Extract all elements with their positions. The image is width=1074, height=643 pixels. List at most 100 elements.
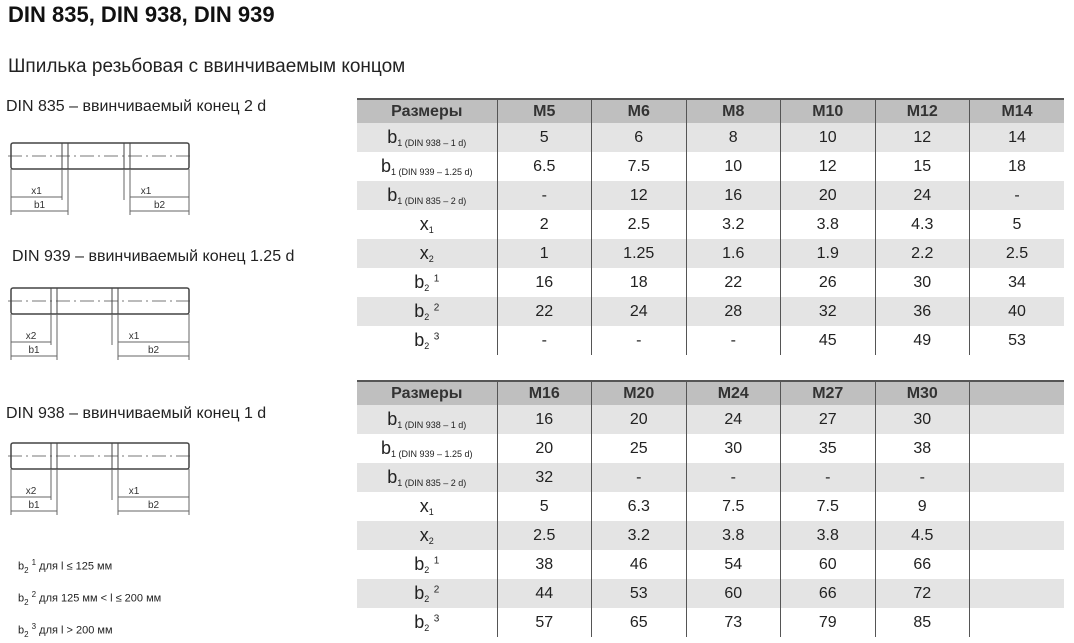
table-row: b2 1 16 18 22 26 30 34 xyxy=(357,268,1064,297)
table-cell: 14 xyxy=(969,123,1064,152)
table-cell: - xyxy=(591,463,686,492)
table-cell: 18 xyxy=(591,268,686,297)
stud-drawing: x2 x1 b1 b2 xyxy=(8,442,194,515)
table-cell: 12 xyxy=(874,123,970,152)
table-row: b1 (DIN 938 – 1 d) 16 20 24 27 30 xyxy=(357,405,1064,434)
table-row: b2 3 57 65 73 79 85 xyxy=(357,608,1064,637)
row-label: b2 3 xyxy=(414,330,440,351)
table-cell xyxy=(969,405,1064,434)
header-cell: M10 xyxy=(780,98,875,123)
diagram-label: DIN 835 – ввинчиваемый конец 2 d xyxy=(6,98,267,115)
dim-label: x2 xyxy=(26,331,37,342)
header-cell: M5 xyxy=(496,98,592,123)
row-label: x2 xyxy=(357,521,497,550)
table-row: b2 1 38 46 54 60 66 xyxy=(357,550,1064,579)
dim-label: b2 xyxy=(148,345,160,356)
row-label: b2 2 xyxy=(357,297,497,326)
table-cell: 60 xyxy=(685,579,781,608)
table-cell: 2.2 xyxy=(874,239,970,268)
table-cell: 1 xyxy=(496,239,592,268)
table-cell: 79 xyxy=(780,608,875,637)
table-cell: 2.5 xyxy=(496,521,592,550)
table-cell: 20 xyxy=(496,434,592,463)
row-label: b2 1 xyxy=(414,272,440,293)
table-cell: 60 xyxy=(780,550,875,579)
row-label: b1 (DIN 835 – 2 d) xyxy=(357,463,497,492)
header-cell: M20 xyxy=(591,380,686,405)
table-cell: 32 xyxy=(780,297,875,326)
table-cell: - xyxy=(496,326,592,355)
table-cell: 73 xyxy=(685,608,781,637)
dim-label: x1 xyxy=(129,331,140,342)
dim-label: b1 xyxy=(34,200,46,211)
row-label: x1 xyxy=(419,214,434,235)
table-cell: 12 xyxy=(591,181,686,210)
header-cell xyxy=(969,380,1064,405)
table-cell: 45 xyxy=(780,326,875,355)
table-cell: 28 xyxy=(685,297,781,326)
table-cell: 44 xyxy=(496,579,592,608)
table-cell: 3.2 xyxy=(685,210,781,239)
table-cell: 20 xyxy=(591,405,686,434)
dimensions-table: Размеры M5 M6 M8 M10 M12 M14 b1 (DIN 938 – 1 d)… xyxy=(357,98,1064,355)
row-label: b1 (DIN 938 – 1 d) xyxy=(357,123,497,152)
dim-label: x2 xyxy=(26,486,37,497)
table-header-row: Размеры M16 M20 M24 M27 M30 xyxy=(357,380,1064,405)
table-cell: 16 xyxy=(496,405,592,434)
table-cell: 16 xyxy=(685,181,781,210)
row-label: b1 (DIN 939 – 1.25 d) xyxy=(380,438,473,459)
table-cell: 54 xyxy=(685,550,781,579)
table-cell: 35 xyxy=(780,434,875,463)
table-cell: 25 xyxy=(591,434,686,463)
table-cell: - xyxy=(874,463,970,492)
header-cell: M16 xyxy=(496,380,592,405)
diagram-label: DIN 938 – ввинчиваемый конец 1 d xyxy=(6,405,267,422)
table-cell xyxy=(969,579,1064,608)
table-cell: 3.2 xyxy=(591,521,686,550)
table-cell: 30 xyxy=(874,268,970,297)
table-cell xyxy=(969,550,1064,579)
header-cell: M6 xyxy=(591,98,686,123)
dim-label: b2 xyxy=(154,200,166,211)
table-row: b1 (DIN 939 – 1.25 d) 20 25 30 35 38 xyxy=(357,434,1064,463)
table-cell: 49 xyxy=(874,326,970,355)
footnote: b2 3 для l > 200 мм xyxy=(18,622,113,639)
table-cell: 46 xyxy=(591,550,686,579)
table-cell: 66 xyxy=(780,579,875,608)
table-cell: 53 xyxy=(591,579,686,608)
diagram-label: DIN 939 – ввинчиваемый конец 1.25 d xyxy=(12,248,295,265)
dim-label: b1 xyxy=(28,345,40,356)
table-cell: 24 xyxy=(874,181,970,210)
table-cell: 1.25 xyxy=(591,239,686,268)
header-cell: M27 xyxy=(780,380,875,405)
table-cell: 8 xyxy=(685,123,781,152)
table-cell: 3.8 xyxy=(685,521,781,550)
dim-label: x1 xyxy=(129,486,140,497)
row-label: b2 3 xyxy=(414,612,440,633)
table-cell: 4.5 xyxy=(874,521,970,550)
row-label: x2 xyxy=(357,239,497,268)
header-cell: M12 xyxy=(874,98,970,123)
page-title: DIN 835, DIN 938, DIN 939 xyxy=(8,2,275,27)
table-cell: 72 xyxy=(874,579,970,608)
table-cell: - xyxy=(591,326,686,355)
table-cell: 6 xyxy=(591,123,686,152)
table-cell: 57 xyxy=(496,608,592,637)
table-cell: 6.5 xyxy=(496,152,592,181)
table-cell: 16 xyxy=(496,268,592,297)
header-cell: Размеры xyxy=(357,380,497,405)
table-cell: 3.8 xyxy=(780,521,875,550)
header-cell: M14 xyxy=(969,98,1064,123)
dimensions-table: Размеры M16 M20 M24 M27 M30 b1 (DIN 938 – 1 d)… xyxy=(357,380,1064,637)
header-cell: M24 xyxy=(685,380,781,405)
table-cell xyxy=(969,521,1064,550)
header-cell: M8 xyxy=(685,98,781,123)
table-row: b1 (DIN 939 – 1.25 d) 6.5 7.5 10 12 15 18 xyxy=(357,152,1064,181)
table-cell: 12 xyxy=(780,152,875,181)
table-cell: 10 xyxy=(685,152,781,181)
footnote: b2 2 для 125 мм < l ≤ 200 мм xyxy=(18,590,162,607)
row-label: b1 (DIN 835 – 2 d) xyxy=(357,181,497,210)
table-cell: - xyxy=(780,463,875,492)
table-cell: 7.5 xyxy=(685,492,781,521)
table-cell: 5 xyxy=(969,210,1064,239)
